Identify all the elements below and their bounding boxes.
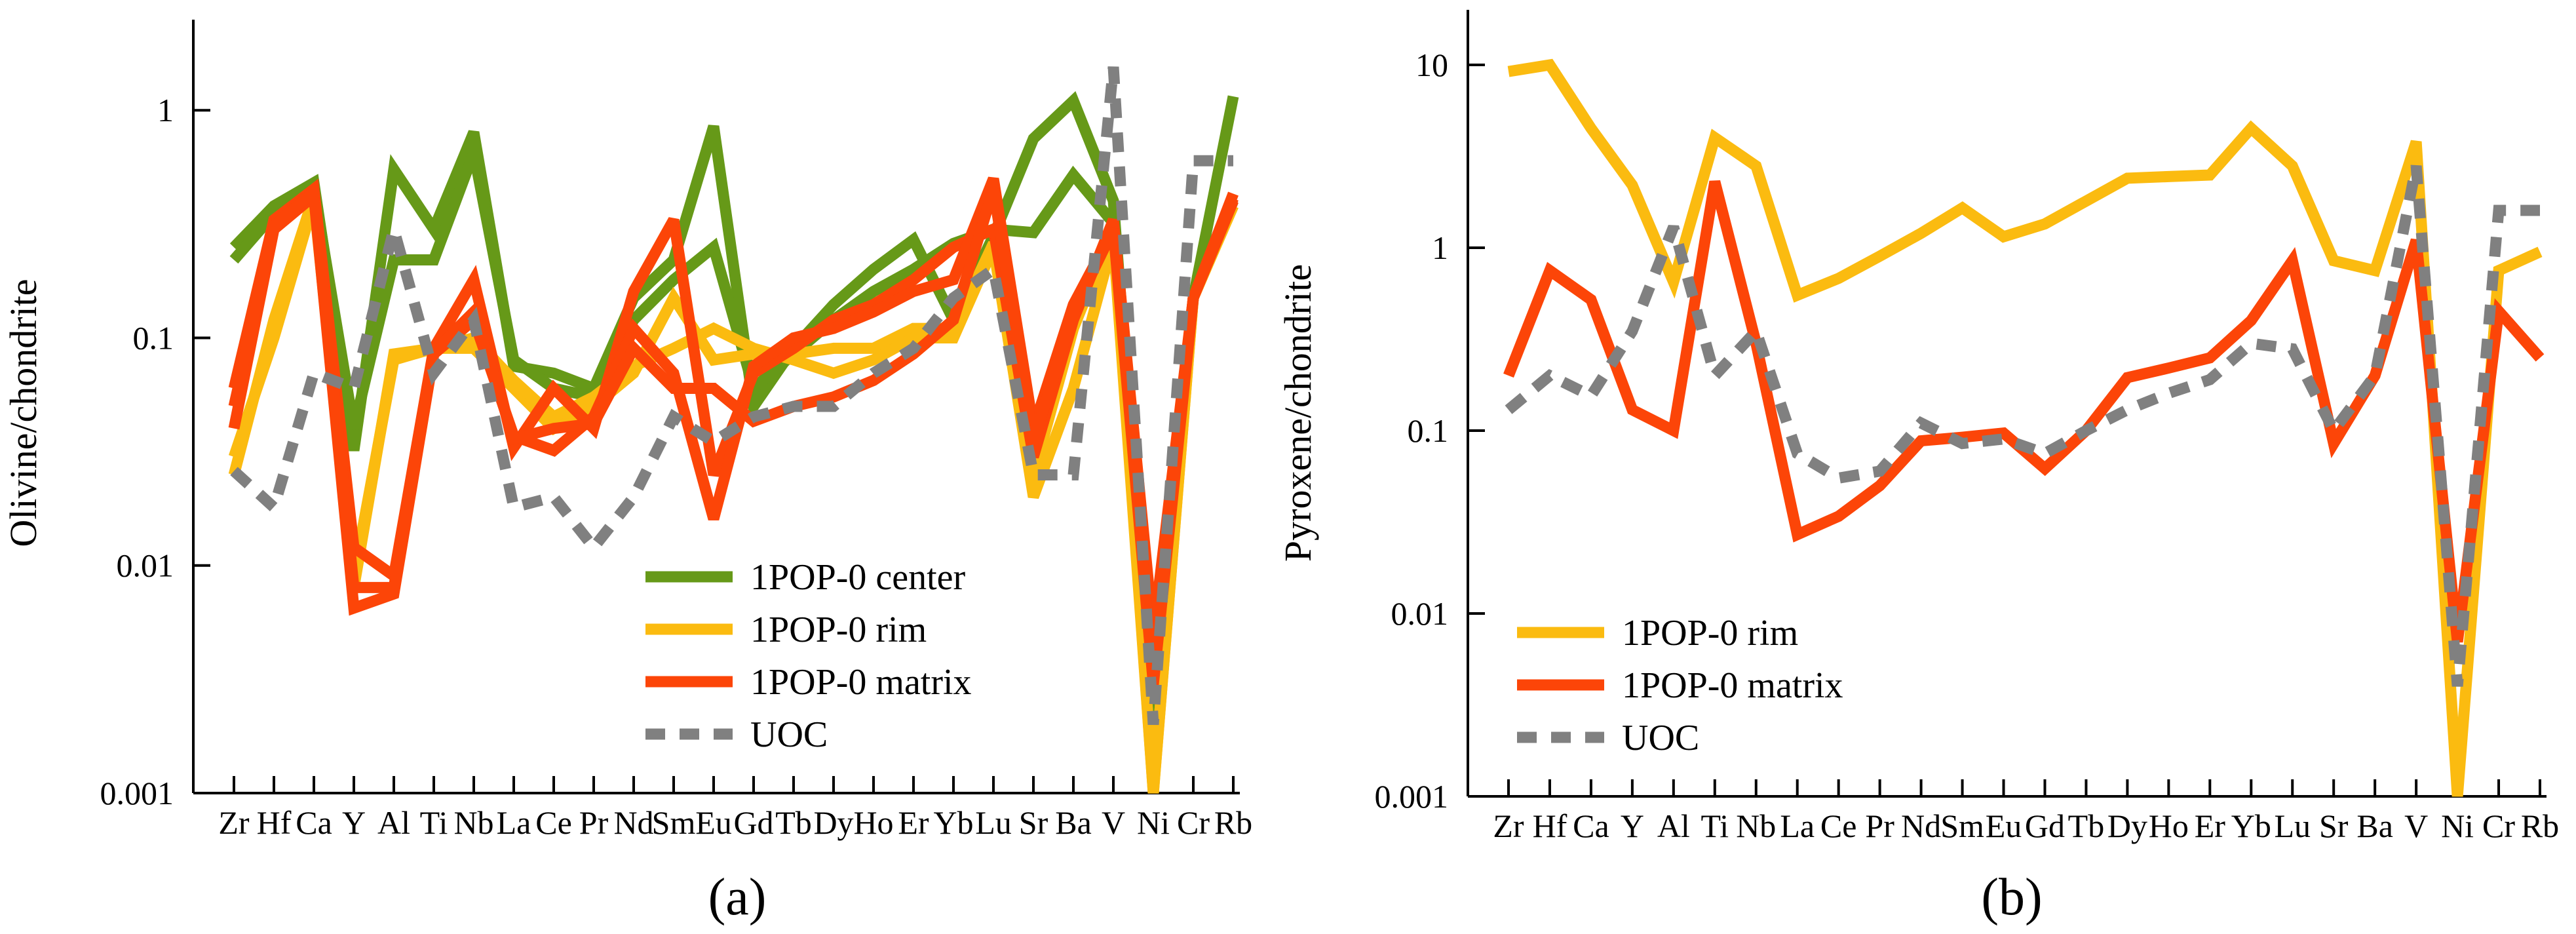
x-tick-label: Zr bbox=[1493, 808, 1524, 844]
series-line-center bbox=[229, 151, 1239, 726]
legend-label-uoc: UOC bbox=[1622, 718, 1699, 758]
x-tick-label: Ba bbox=[2356, 808, 2393, 844]
y-axis-label: Olivine/chondrite bbox=[2, 279, 45, 547]
x-tick-label: Ho bbox=[853, 804, 893, 841]
x-tick-label: Cr bbox=[2482, 808, 2515, 844]
x-tick-label: Hf bbox=[257, 804, 292, 841]
series-line-uoc bbox=[230, 66, 1233, 726]
y-axis-label: Pyroxene/chondrite bbox=[1277, 264, 1319, 562]
x-tick-label: Hf bbox=[1533, 808, 1567, 844]
x-tick-label: Dy bbox=[813, 804, 853, 841]
x-tick-label: Ni bbox=[2441, 808, 2474, 844]
x-tick-label: Rb bbox=[2521, 808, 2559, 844]
series-line-rim bbox=[228, 199, 1239, 794]
x-tick-label: Y bbox=[342, 804, 366, 841]
x-tick-label: Tb bbox=[775, 804, 812, 841]
x-tick-label: Ca bbox=[1573, 808, 1609, 844]
x-tick-label: Gd bbox=[2025, 808, 2065, 844]
panel-label: (a) bbox=[708, 868, 767, 926]
y-tick-label: 0.1 bbox=[133, 319, 174, 356]
x-tick-label: Nd bbox=[613, 804, 653, 841]
x-tick-label: Ca bbox=[296, 804, 332, 841]
x-tick-label: Sr bbox=[2319, 808, 2349, 844]
x-tick-label: Er bbox=[2195, 808, 2226, 844]
y-tick-label: 10 bbox=[1415, 47, 1448, 83]
x-tick-label: Rb bbox=[1214, 804, 1252, 841]
x-tick-label: Y bbox=[1621, 808, 1644, 844]
legend-label-matrix: 1POP-0 matrix bbox=[1622, 665, 1843, 706]
y-tick-label: 0.001 bbox=[1375, 778, 1449, 815]
x-tick-label: Ba bbox=[1055, 804, 1092, 841]
y-tick-label: 1 bbox=[157, 92, 174, 128]
x-tick-label: Ni bbox=[1137, 804, 1170, 841]
x-tick-label: Sr bbox=[1019, 804, 1048, 841]
legend-label-uoc: UOC bbox=[750, 714, 828, 755]
legend-label-rim: 1POP-0 rim bbox=[1622, 613, 1798, 653]
legend-label-rim: 1POP-0 rim bbox=[750, 610, 927, 650]
x-tick-label: Nd bbox=[1901, 808, 1941, 844]
x-tick-label: Sm bbox=[652, 804, 696, 841]
y-tick-label: 0.01 bbox=[117, 547, 174, 584]
y-tick-label: 0.001 bbox=[100, 775, 174, 811]
x-tick-label: Ce bbox=[535, 804, 572, 841]
x-tick-label: La bbox=[497, 804, 531, 841]
x-tick-label: Ti bbox=[1701, 808, 1729, 844]
series-line-uoc bbox=[1505, 165, 2540, 687]
panel-label: (b) bbox=[1981, 868, 2042, 926]
x-tick-label: Cr bbox=[1177, 804, 1210, 841]
x-tick-label: Yb bbox=[2231, 808, 2271, 844]
x-tick-label: Dy bbox=[2107, 808, 2147, 844]
series-line-center bbox=[229, 91, 1239, 726]
x-tick-label: Lu bbox=[2274, 808, 2311, 844]
x-tick-label: Er bbox=[898, 804, 929, 841]
series-line-matrix bbox=[228, 180, 1239, 686]
x-tick-label: Pr bbox=[579, 804, 609, 841]
x-tick-label: Al bbox=[377, 804, 410, 841]
x-tick-label: Eu bbox=[1986, 808, 2022, 844]
y-tick-label: 0.01 bbox=[1391, 595, 1449, 632]
x-tick-label: Al bbox=[1657, 808, 1690, 844]
panel-b: 0.001 0.01 0.1 1 10 Zr Hf Ca Y Al Ti Nb La Ce Pr Nd Sm Eu… bbox=[1277, 10, 2559, 926]
x-tick-label: La bbox=[1780, 808, 1815, 844]
x-tick-label: Nb bbox=[453, 804, 493, 841]
x-tick-label: Eu bbox=[695, 804, 732, 841]
x-tick-label: Gd bbox=[733, 804, 773, 841]
x-tick-label: Yb bbox=[933, 804, 973, 841]
x-tick-label: Ce bbox=[1820, 808, 1857, 844]
legend-label-center: 1POP-0 center bbox=[750, 557, 966, 598]
x-tick-label: Ho bbox=[2149, 808, 2189, 844]
legend-label-matrix: 1POP-0 matrix bbox=[750, 662, 972, 703]
x-tick-label: Zr bbox=[218, 804, 250, 841]
x-tick-label: V bbox=[2404, 808, 2428, 844]
y-tick-label: 0.1 bbox=[1408, 412, 1449, 449]
x-tick-label: Tb bbox=[2068, 808, 2105, 844]
x-tick-label: Ti bbox=[420, 804, 448, 841]
x-tick-label: Pr bbox=[1865, 808, 1894, 844]
x-tick-label: V bbox=[1102, 804, 1125, 841]
y-tick-label: 1 bbox=[1432, 229, 1448, 266]
x-tick-label: Lu bbox=[975, 804, 1012, 841]
x-tick-label: Nb bbox=[1736, 808, 1776, 844]
x-tick-label: Sm bbox=[1940, 808, 1984, 844]
